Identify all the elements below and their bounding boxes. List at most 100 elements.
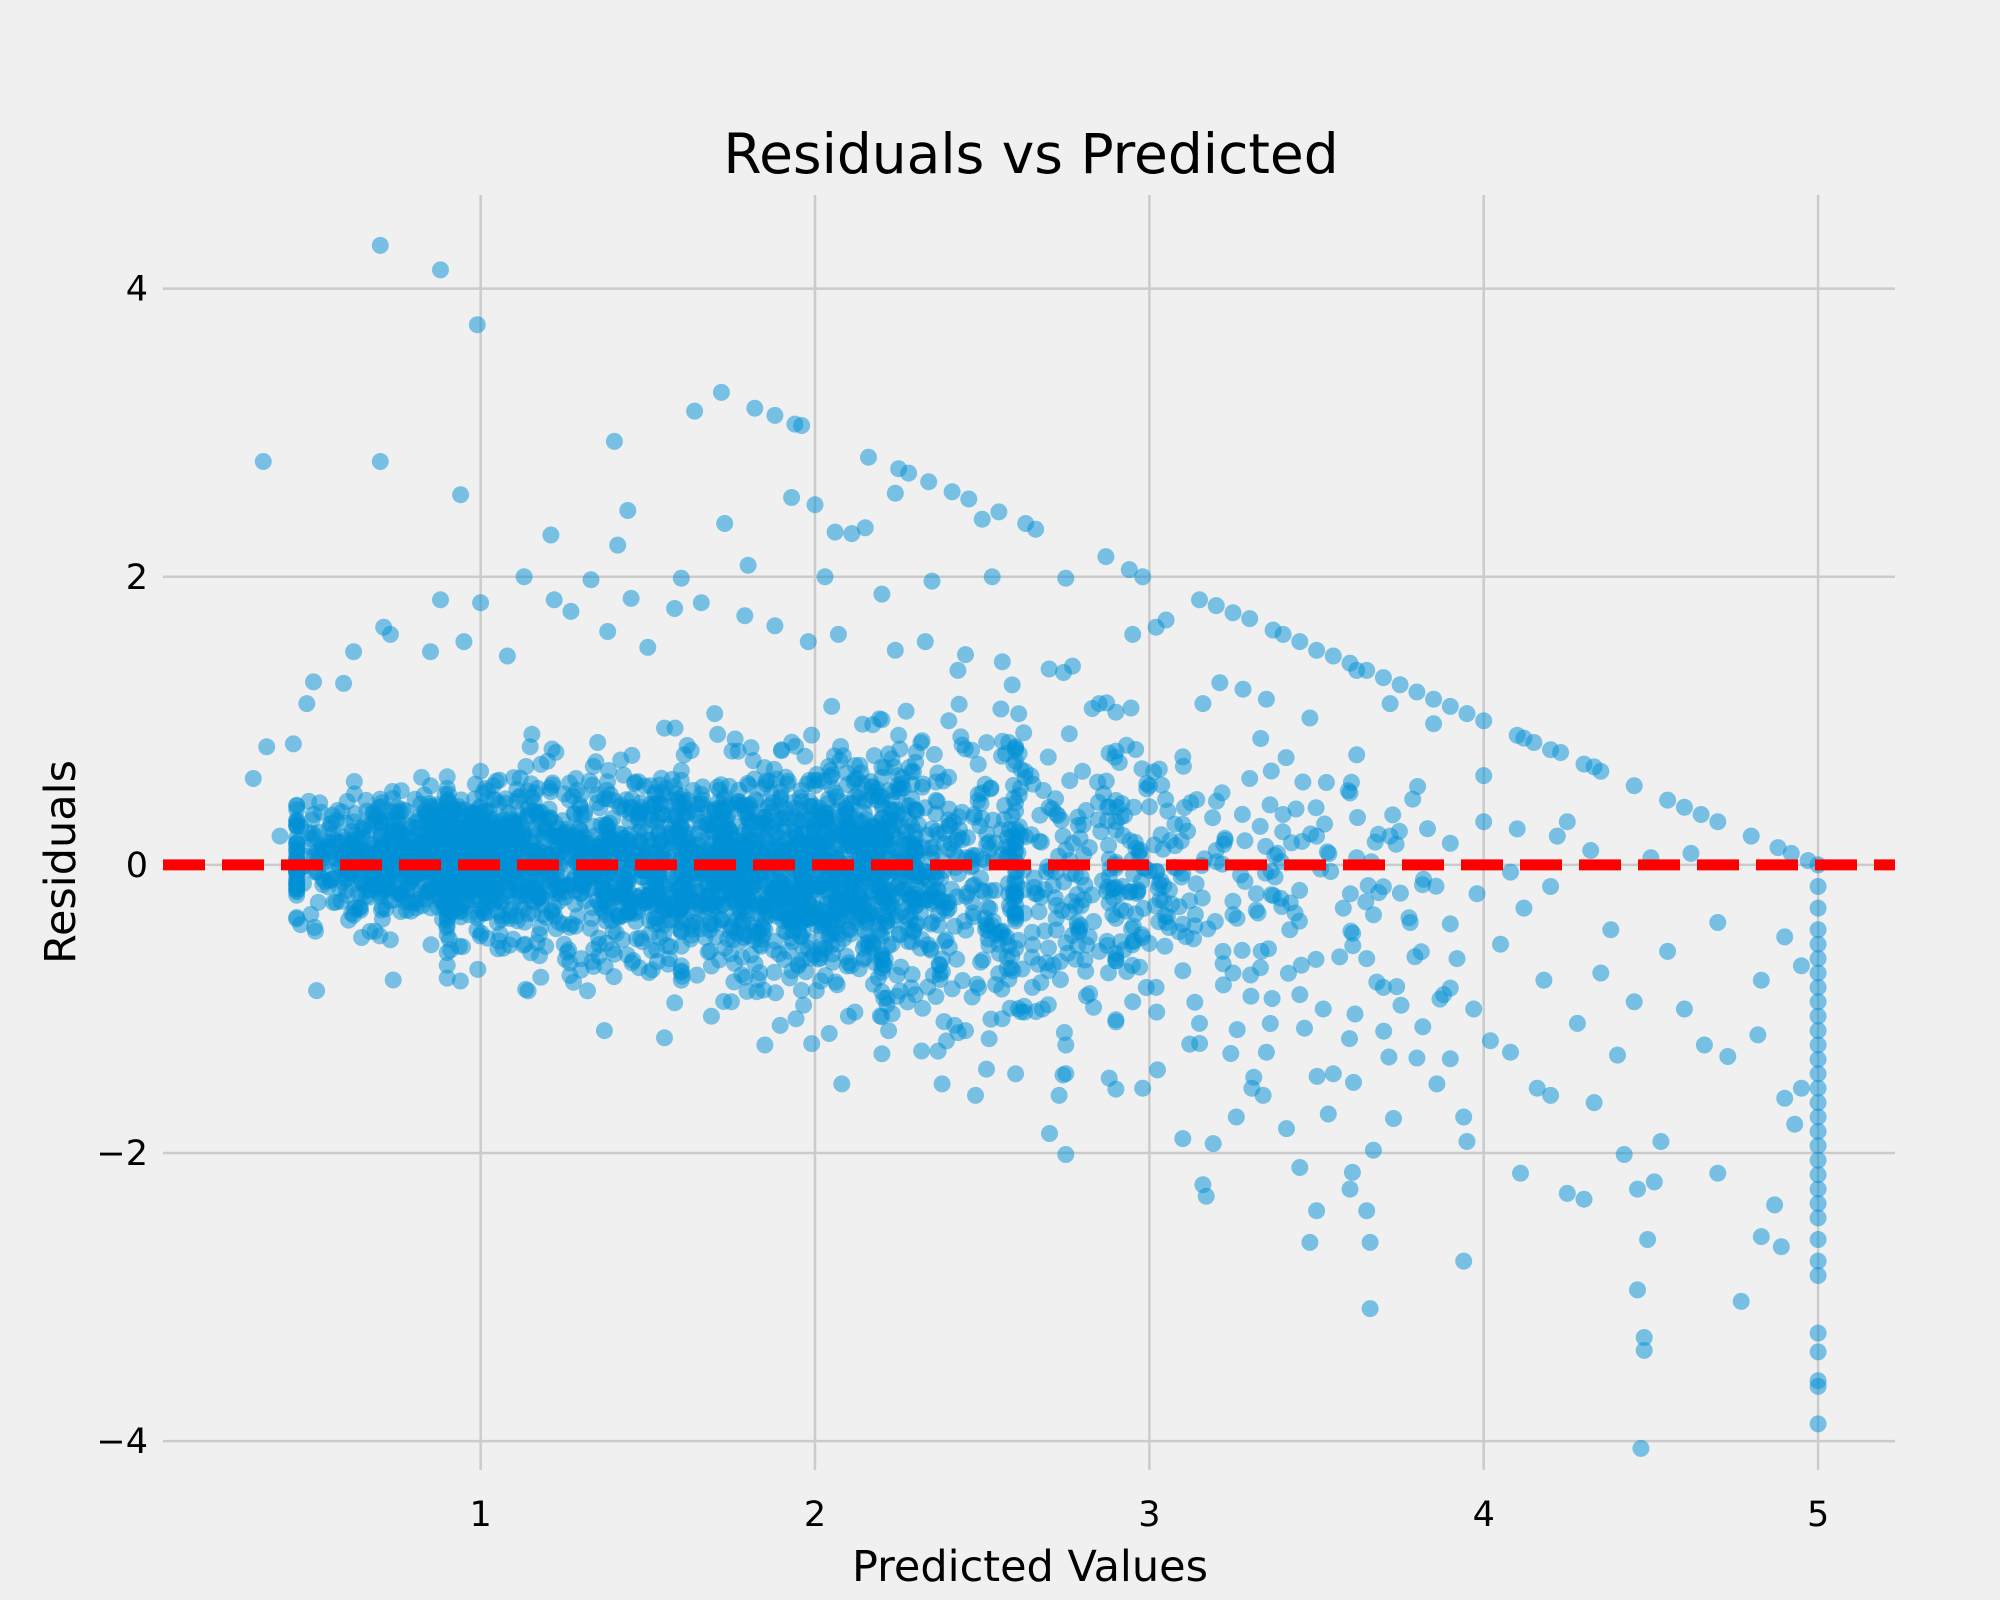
- data-point: [1069, 937, 1086, 955]
- data-point: [826, 877, 844, 895]
- data-point: [1207, 842, 1225, 859]
- data-point: [816, 967, 834, 984]
- data-point: [943, 880, 960, 898]
- data-point: [1048, 896, 1065, 914]
- data-point: [1475, 767, 1493, 785]
- x-tick-label: 3: [1138, 1495, 1160, 1535]
- data-point: [475, 802, 493, 820]
- data-point: [598, 817, 616, 834]
- data-point: [1809, 1377, 1827, 1395]
- data-point: [763, 818, 781, 836]
- data-point: [1307, 799, 1325, 817]
- data-point: [1809, 1050, 1827, 1068]
- data-point: [488, 914, 506, 931]
- data-point: [1345, 1073, 1362, 1091]
- data-point: [692, 594, 710, 612]
- data-point: [596, 957, 614, 975]
- data-point: [422, 643, 439, 661]
- data-point: [1502, 1043, 1519, 1061]
- data-point: [381, 625, 399, 643]
- data-point: [1241, 610, 1259, 628]
- data-point: [857, 846, 875, 864]
- data-point: [765, 963, 783, 981]
- data-point: [779, 942, 797, 960]
- data-point: [1120, 561, 1138, 579]
- data-point: [722, 993, 740, 1011]
- data-point: [582, 571, 600, 589]
- data-point: [877, 881, 895, 899]
- data-point: [1809, 1151, 1827, 1169]
- data-point: [555, 785, 573, 803]
- data-point: [1023, 923, 1041, 941]
- data-point: [1809, 1231, 1827, 1248]
- data-point: [1334, 899, 1352, 917]
- data-point: [916, 633, 934, 651]
- data-point: [1277, 749, 1295, 767]
- data-point: [666, 994, 684, 1012]
- data-point: [1050, 1086, 1068, 1104]
- data-point: [702, 1007, 720, 1025]
- data-point: [1709, 813, 1727, 831]
- data-point: [1348, 661, 1366, 679]
- data-point: [1107, 813, 1125, 831]
- data-point: [950, 695, 968, 713]
- data-point: [1809, 1108, 1827, 1126]
- data-point: [1090, 942, 1108, 960]
- data-point: [1639, 1231, 1657, 1248]
- data-point: [432, 591, 449, 609]
- data-point: [760, 797, 778, 815]
- data-point: [1039, 748, 1057, 766]
- data-point: [1809, 993, 1827, 1011]
- data-point: [622, 798, 640, 816]
- data-point: [1107, 952, 1125, 970]
- data-point: [1274, 823, 1292, 841]
- data-point: [756, 1036, 774, 1054]
- data-point: [802, 884, 820, 902]
- data-point: [1023, 978, 1041, 996]
- data-point: [1292, 956, 1310, 974]
- data-point: [1107, 909, 1125, 927]
- data-point: [1024, 936, 1042, 954]
- data-point: [1468, 885, 1486, 903]
- data-point: [1030, 832, 1048, 850]
- data-point: [404, 894, 422, 912]
- data-point: [1294, 773, 1312, 791]
- data-point: [853, 865, 871, 883]
- data-point: [1441, 1050, 1459, 1068]
- data-point: [1776, 928, 1794, 946]
- data-point: [829, 625, 847, 643]
- data-point: [781, 969, 799, 987]
- data-point: [1732, 1292, 1750, 1310]
- data-point: [1007, 1065, 1025, 1083]
- data-point: [1061, 772, 1079, 790]
- data-point: [610, 908, 628, 926]
- data-point: [371, 885, 389, 903]
- data-point: [1075, 846, 1093, 864]
- data-point: [422, 899, 440, 917]
- data-point: [1009, 931, 1027, 949]
- data-point: [1095, 785, 1112, 803]
- data-point: [469, 890, 487, 908]
- data-point: [1809, 1343, 1827, 1361]
- tick-labels: 1 2 3 4 5 −4 −2 0 2 4: [96, 270, 1829, 1535]
- data-point: [1006, 842, 1024, 860]
- data-point: [803, 726, 821, 744]
- data-point: [749, 971, 767, 989]
- data-point: [806, 834, 824, 852]
- data-point: [616, 888, 634, 906]
- data-point: [601, 896, 619, 914]
- data-point: [1222, 1045, 1240, 1062]
- data-point: [860, 448, 877, 466]
- data-point: [1427, 877, 1445, 895]
- data-point: [456, 873, 474, 891]
- data-point: [595, 1022, 613, 1040]
- data-point: [873, 711, 891, 729]
- data-point: [1341, 784, 1359, 802]
- data-point: [1809, 1122, 1827, 1140]
- data-point: [1709, 1164, 1727, 1182]
- data-point: [986, 881, 1004, 899]
- data-point: [773, 741, 791, 759]
- data-point: [1568, 1014, 1586, 1032]
- data-point: [1134, 568, 1152, 586]
- data-point: [419, 884, 437, 902]
